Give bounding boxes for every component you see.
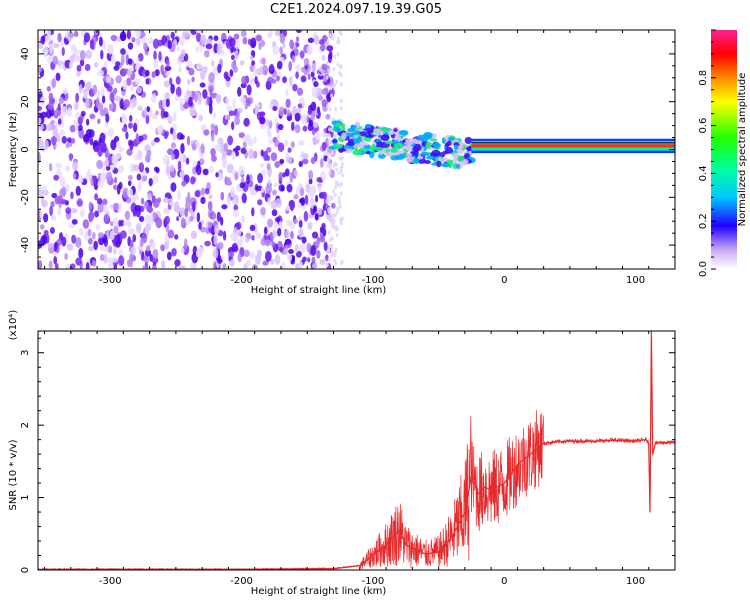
- colorbar-tick-label: 0.6: [698, 118, 709, 134]
- x-tick-label: 100: [626, 576, 645, 587]
- x-tick-label: 0: [501, 275, 507, 286]
- x-tick-label: -200: [230, 275, 253, 286]
- y-tick-label: 20: [20, 95, 31, 108]
- y-axis-multiplier: (x10⁴): [8, 310, 19, 341]
- chart-title: C2E1.2024.097.19.39.G05: [269, 2, 443, 17]
- x-tick-label: -200: [230, 576, 253, 587]
- y-tick-label: -40: [20, 237, 31, 253]
- colorbar-tick-label: 0.4: [698, 165, 709, 181]
- y-tick-label: 2: [20, 422, 31, 428]
- snr-series: [38, 331, 675, 570]
- colorbar: 0.0 0.2 0.4 0.6 0.8 Normalized spectral ampli…: [698, 29, 748, 277]
- colorbar-tick-label: 0.0: [698, 261, 709, 277]
- x-tick-label: -100: [362, 275, 385, 286]
- colorbar-gradient: [711, 30, 737, 269]
- colorbar-tick-label: 0.2: [698, 213, 709, 229]
- colorbar-tick-label: 0.8: [698, 70, 709, 86]
- x-axis-label: Height of straight line (km): [251, 285, 387, 296]
- y-axis-label: Frequency (Hz): [8, 112, 19, 188]
- y-tick-label: 1: [20, 494, 31, 500]
- plot-frame: [37, 330, 676, 571]
- snr-noise-trace: [38, 331, 675, 570]
- snr-plot: -300 -200 -100 0 100 0 1 2 3 Height of straight l…: [8, 310, 676, 597]
- x-tick-label: 100: [626, 275, 645, 286]
- y-tick-label: 3: [20, 350, 31, 356]
- snr-line: [38, 331, 675, 570]
- heatmap-cells: [38, 30, 675, 269]
- x-tick-label: -300: [99, 576, 122, 587]
- y-tick-label: 0: [20, 146, 31, 152]
- y-tick-label: 40: [20, 48, 31, 61]
- y-tick-label: 0: [20, 567, 31, 573]
- x-tick-label: -300: [99, 275, 122, 286]
- y-tick-label: -20: [20, 189, 31, 205]
- y-axis-label: SNR (10 * v/v): [8, 439, 19, 510]
- colorbar-label: Normalized spectral amplitude: [737, 73, 748, 227]
- x-tick-label: 0: [501, 576, 507, 587]
- x-tick-label: -100: [362, 576, 385, 587]
- x-axis-label: Height of straight line (km): [251, 586, 387, 597]
